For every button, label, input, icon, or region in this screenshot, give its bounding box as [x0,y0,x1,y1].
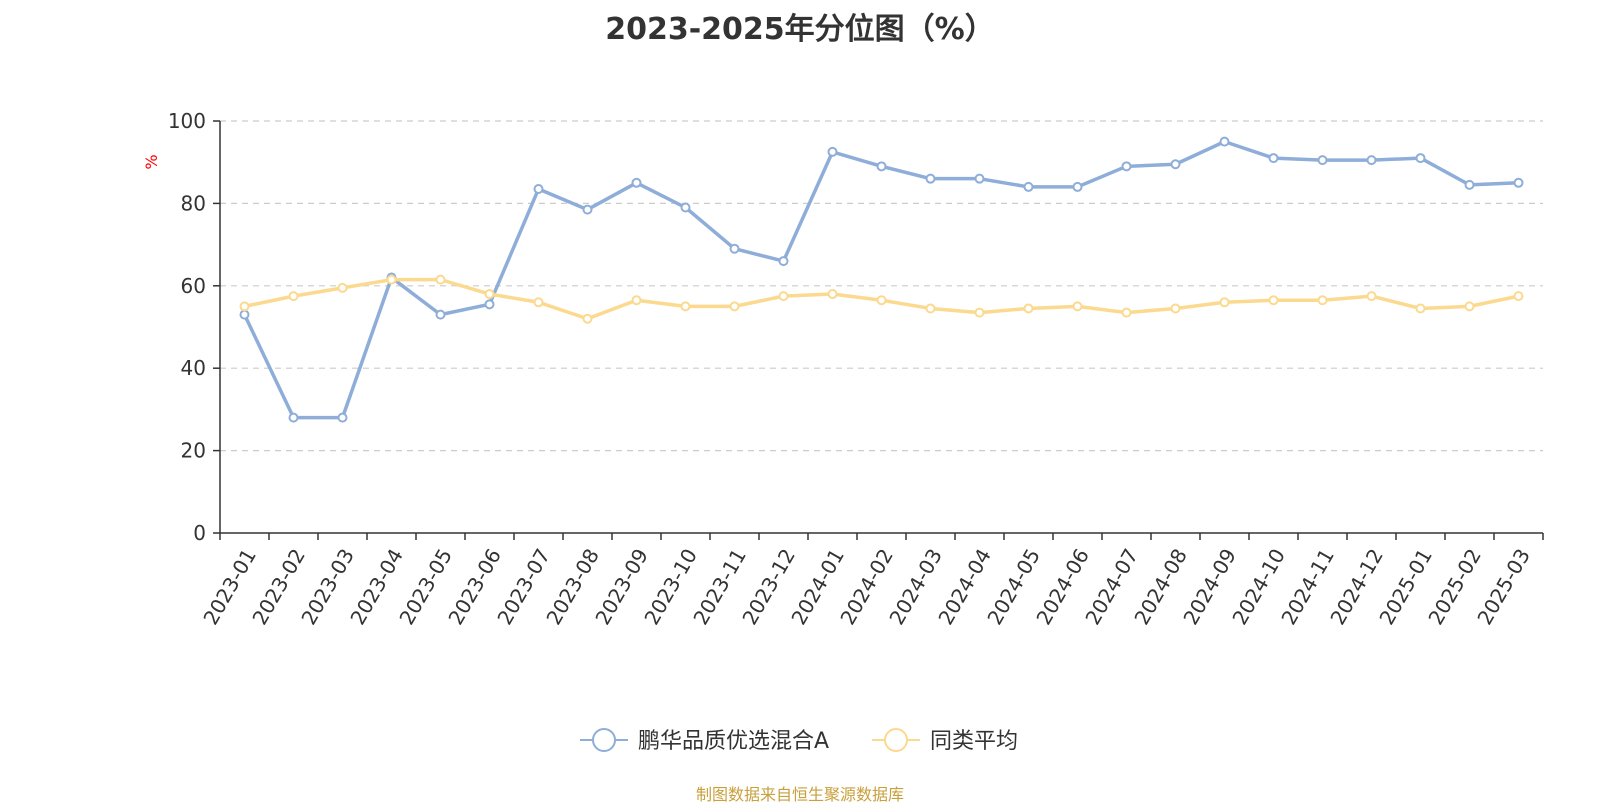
data-source-note: 制图数据来自恒生聚源数据库 [695,785,904,804]
data-point[interactable] [1170,303,1181,314]
data-point[interactable] [533,183,544,194]
y-tick-label: 0 [193,521,206,545]
y-axis-ticks: 0 20 40 60 80 100 [168,109,220,545]
legend-label: 鹏华品质优选混合A [638,729,829,754]
chart-title: 2023-2025年分位图（%） [605,12,995,47]
y-tick-label: 20 [181,439,206,463]
data-point[interactable] [1513,291,1524,302]
data-point[interactable] [1121,307,1132,318]
data-point[interactable] [778,256,789,267]
data-point[interactable] [288,412,299,423]
data-point[interactable] [435,309,446,320]
data-point[interactable] [778,291,789,302]
series-layer [239,136,1524,423]
legend[interactable]: 鹏华品质优选混合A 同类平均 [580,728,1018,754]
data-point[interactable] [1268,153,1279,164]
data-point[interactable] [1464,179,1475,190]
data-point[interactable] [1219,297,1230,308]
y-tick-label: 80 [181,191,206,215]
legend-marker-icon [592,728,616,752]
data-point[interactable] [288,291,299,302]
data-point[interactable] [484,299,495,310]
series-2 [239,274,1524,324]
y-axis-label: % [142,154,161,169]
legend-item[interactable]: 鹏华品质优选混合A [580,728,829,754]
grid-lines [220,120,1543,452]
data-point[interactable] [1317,155,1328,166]
data-point[interactable] [631,295,642,306]
y-tick-label: 40 [181,356,206,380]
data-point[interactable] [533,297,544,308]
data-point[interactable] [1072,301,1083,312]
data-point[interactable] [729,243,740,254]
data-point[interactable] [1023,303,1034,314]
data-point[interactable] [827,146,838,157]
data-point[interactable] [582,313,593,324]
data-point[interactable] [435,274,446,285]
data-point[interactable] [925,303,936,314]
data-point[interactable] [1513,177,1524,188]
data-point[interactable] [680,202,691,213]
data-point[interactable] [1366,155,1377,166]
y-tick-label: 60 [181,274,206,298]
data-point[interactable] [876,161,887,172]
axes [219,121,1543,534]
data-point[interactable] [925,173,936,184]
data-point[interactable] [974,173,985,184]
data-point[interactable] [827,289,838,300]
data-point[interactable] [1415,153,1426,164]
data-point[interactable] [239,309,250,320]
data-point[interactable] [680,301,691,312]
data-point[interactable] [876,295,887,306]
data-point[interactable] [729,301,740,312]
legend-label: 同类平均 [930,729,1018,754]
data-point[interactable] [1219,136,1230,147]
data-point[interactable] [1366,291,1377,302]
data-point[interactable] [1415,303,1426,314]
data-point[interactable] [582,204,593,215]
legend-marker-icon [884,728,908,752]
data-point[interactable] [1023,181,1034,192]
data-point[interactable] [1072,181,1083,192]
data-point[interactable] [484,289,495,300]
data-point[interactable] [1170,159,1181,170]
data-point[interactable] [974,307,985,318]
data-point[interactable] [337,282,348,293]
data-point[interactable] [337,412,348,423]
data-point[interactable] [1317,295,1328,306]
data-point[interactable] [239,301,250,312]
data-point[interactable] [1121,161,1132,172]
data-point[interactable] [631,177,642,188]
y-tick-label: 100 [168,109,206,133]
data-point[interactable] [1464,301,1475,312]
legend-item[interactable]: 同类平均 [872,728,1018,754]
x-axis-ticks: 2023-012023-022023-032023-042023-052023-… [198,533,1544,629]
data-point[interactable] [1268,295,1279,306]
data-point[interactable] [386,274,397,285]
